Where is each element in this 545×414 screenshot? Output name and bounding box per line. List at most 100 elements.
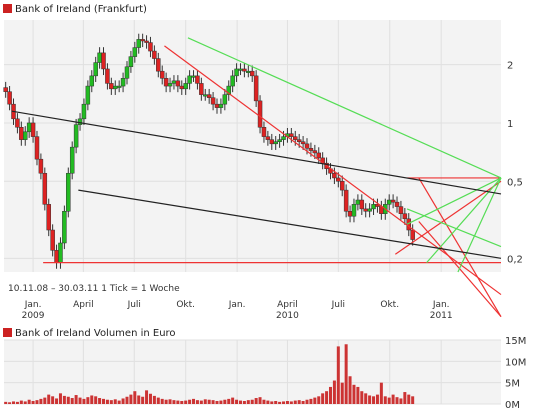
candle-body	[124, 66, 130, 79]
volume-bar	[12, 401, 16, 404]
volume-bar	[43, 397, 47, 404]
volume-bar	[58, 393, 62, 404]
price-legend-label: Bank of Ireland (Frankfurt)	[15, 4, 147, 15]
volume-bar	[313, 397, 317, 404]
trendline	[394, 180, 502, 255]
volume-y-tick-label: 0M	[505, 400, 520, 410]
volume-bar	[148, 393, 152, 404]
candle-body	[62, 211, 67, 244]
candle-body	[171, 80, 177, 84]
volume-bar	[360, 391, 364, 404]
volume-bar	[199, 400, 203, 404]
x-tick-label: Okt.	[380, 300, 399, 310]
price-grid	[4, 20, 501, 272]
volume-bar	[297, 400, 301, 404]
candle-body	[85, 85, 91, 105]
candle-body	[167, 83, 173, 87]
candle-body	[218, 103, 224, 108]
volume-bar	[270, 401, 274, 404]
volume-bar	[86, 397, 90, 404]
volume-bar	[176, 400, 180, 404]
volume-bar	[172, 400, 176, 404]
volume-bar	[375, 394, 379, 404]
volume-bar	[180, 401, 184, 404]
x-tick-label: Jan.	[432, 300, 450, 310]
trendline	[187, 37, 502, 179]
volume-bar	[328, 386, 332, 404]
candle-body	[246, 70, 251, 73]
candle-body	[351, 204, 357, 217]
trendline	[418, 177, 502, 317]
volume-y-tick-labels: 15M 10M 5M 0M	[505, 336, 526, 411]
volume-legend-label: Bank of Ireland Volumen in Euro	[15, 328, 176, 339]
volume-bar	[31, 401, 35, 404]
candle-body	[390, 199, 396, 203]
candle-body	[332, 172, 337, 179]
price-y-tick-label: 0,2	[507, 254, 523, 265]
volume-bar	[129, 394, 133, 404]
volume-bar	[109, 400, 113, 404]
volume-bar	[383, 396, 387, 404]
volume-bar	[145, 390, 149, 404]
candle-body	[261, 127, 267, 137]
volume-bar	[152, 395, 156, 404]
volume-bar	[211, 400, 215, 404]
volume-bar	[66, 396, 70, 404]
candle-body	[140, 39, 145, 42]
volume-bar	[51, 396, 55, 404]
trendlines	[11, 37, 502, 318]
volume-bar	[19, 400, 23, 404]
volume-bar	[403, 392, 407, 404]
candle-body	[410, 229, 415, 240]
volume-bar	[125, 396, 129, 404]
candle-body	[58, 242, 63, 263]
volume-bar	[274, 401, 278, 404]
candle-body	[38, 158, 44, 174]
volume-y-tick-label: 5M	[505, 379, 520, 390]
volume-bar	[98, 398, 102, 404]
candle-body	[109, 83, 114, 90]
volume-bar	[301, 401, 305, 404]
volume-bar	[195, 400, 199, 404]
volume-bars	[4, 344, 415, 404]
candle-body	[101, 52, 106, 70]
candle-body	[113, 85, 118, 90]
candle-body	[30, 122, 36, 137]
x-tick-label: April	[277, 300, 298, 310]
candle-body	[253, 75, 259, 102]
x-tick-label: Okt.	[176, 300, 195, 310]
x-tick-label: Jan.	[228, 300, 246, 310]
volume-bar	[23, 401, 27, 404]
volume-bar	[305, 399, 309, 404]
price-panel-background	[4, 20, 501, 272]
x-tick-year-label: 2009	[22, 311, 45, 321]
candle-body	[183, 83, 188, 90]
candle-body	[77, 118, 83, 125]
volume-bar	[15, 401, 19, 404]
volume-bar	[102, 398, 106, 404]
candle-body	[187, 75, 192, 84]
volume-bar	[78, 397, 82, 404]
candle-body	[238, 68, 243, 71]
candle-body	[69, 146, 75, 174]
candle-body	[42, 172, 48, 205]
volume-bar	[336, 346, 340, 404]
candle-body	[386, 199, 392, 205]
candle-body	[367, 208, 372, 212]
candle-body	[277, 139, 282, 142]
candle-body	[132, 47, 138, 57]
volume-bar	[325, 391, 329, 404]
volume-grid	[4, 339, 501, 405]
candle-body	[144, 40, 149, 43]
period-note: 10.11.08 – 30.03.11 1 Tick = 1 Woche	[8, 284, 180, 294]
candle-body	[347, 211, 353, 217]
volume-bar	[332, 380, 336, 404]
volume-bar	[395, 397, 399, 404]
volume-bar	[47, 394, 51, 404]
candle-body	[19, 127, 24, 140]
volume-bar	[356, 386, 360, 404]
volume-bar	[289, 401, 293, 404]
candle-body	[273, 141, 278, 145]
